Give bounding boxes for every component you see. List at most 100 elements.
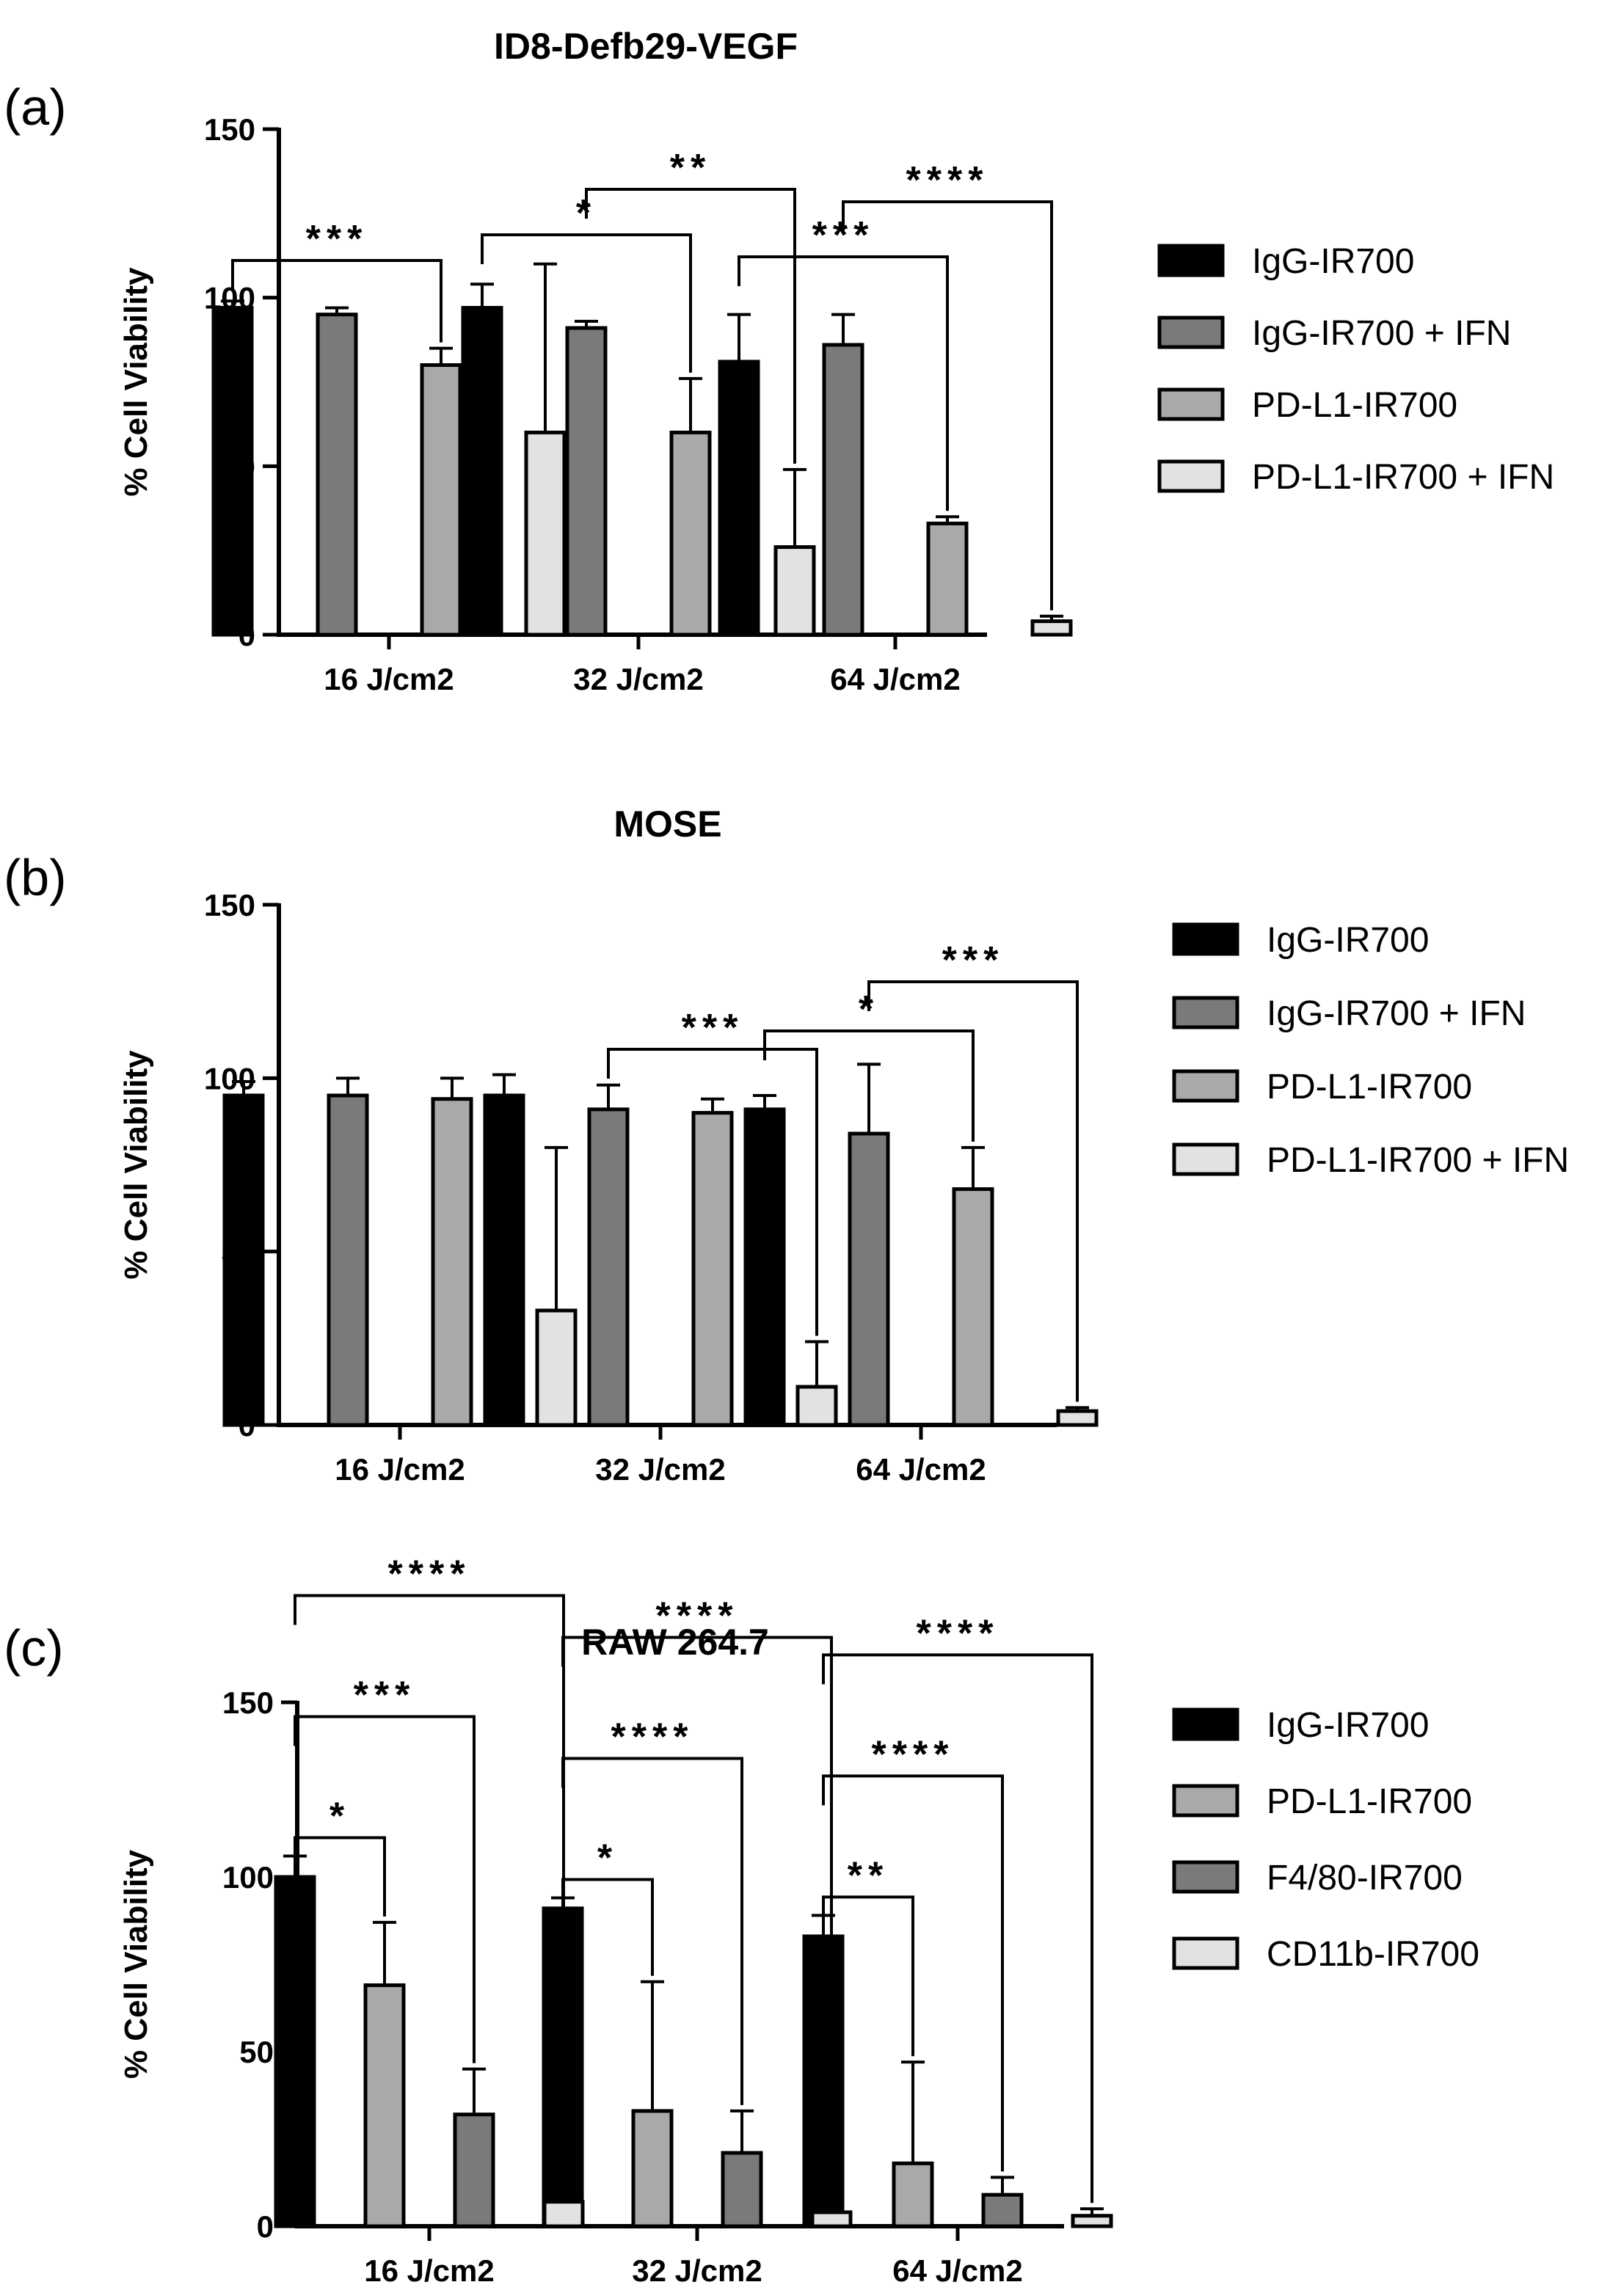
legend-label: PD-L1-IR700 + IFN [1252,458,1554,497]
significance-label: *** [682,1007,744,1049]
significance-label: * [597,1837,618,1880]
x-tick-label: 16 J/cm2 [335,1452,465,1487]
significance-bracket [561,1636,833,2195]
significance-label: *** [306,218,368,260]
bar [848,1131,890,1427]
significance-label: **** [906,159,989,202]
significance-label: **** [917,1612,999,1655]
y-tick-label: 50 [239,2035,274,2069]
bar [274,1875,316,2228]
y-tick-label: 150 [204,888,255,922]
significance-bracket [231,259,443,343]
y-axis-label: % Cell Viability [118,1050,154,1280]
bar [327,1093,369,1427]
bar [587,1107,630,1427]
bar [1071,2214,1113,2228]
bar [222,1093,265,1427]
bar [743,1107,786,1427]
bar [420,363,462,637]
y-axis-label: % Cell Viability [118,267,154,497]
significance-bracket [585,188,796,464]
legend-label: IgG-IR700 [1267,921,1429,960]
bar [631,2109,674,2228]
significance-bracket [561,1757,743,2105]
legend-swatch [1157,387,1225,421]
significance-label: *** [812,214,875,257]
significance-label: *** [354,1674,416,1716]
legend-swatch [1157,316,1225,349]
bar [810,2210,853,2228]
significance-bracket [294,1836,386,1917]
significance-label: **** [388,1553,471,1595]
significance-bracket [481,233,692,373]
legend-label: IgG-IR700 [1252,242,1414,281]
panel-label: (c) [4,1619,64,1677]
y-tick-label: 0 [257,2209,274,2244]
significance-bracket [294,1594,565,2191]
bar [431,1097,473,1427]
significance-label: * [329,1795,350,1837]
x-tick-label: 64 J/cm2 [830,662,960,696]
bar [795,1385,838,1427]
significance-label: **** [872,1733,955,1776]
significance-bracket [822,1895,914,2057]
x-tick-label: 16 J/cm2 [364,2253,494,2288]
bar [211,305,254,637]
legend-swatch [1172,922,1239,956]
x-tick-label: 16 J/cm2 [324,662,454,696]
bar [1030,619,1073,637]
legend-swatch [1172,1936,1239,1970]
bar [926,521,969,637]
significance-label: *** [942,939,1005,982]
y-tick-label: 100 [222,1860,274,1895]
significance-bracket [867,980,1079,1402]
legend-swatch [1172,1069,1239,1103]
bar [822,343,864,637]
legend-label: PD-L1-IR700 [1267,1782,1472,1821]
bar [565,326,608,637]
legend-label: PD-L1-IR700 + IFN [1267,1141,1569,1180]
x-tick-label: 32 J/cm2 [573,662,703,696]
bar [669,430,712,637]
significance-label: **** [611,1716,694,1759]
y-axis-label: % Cell Viability [118,1849,154,2079]
bar [981,2192,1024,2228]
chart-title: MOSE [613,803,721,845]
significance-label: ** [848,1854,889,1897]
legend-swatch [1172,1784,1239,1818]
significance-label: **** [656,1595,739,1638]
bar [718,360,760,637]
bar [524,430,567,637]
x-tick-label: 32 J/cm2 [632,2253,762,2288]
legend-label: IgG-IR700 + IFN [1267,994,1526,1033]
significance-label: ** [670,147,711,189]
bar [453,2112,495,2228]
legend-label: IgG-IR700 [1267,1706,1429,1745]
bar [1056,1409,1099,1427]
significance-bracket [294,1715,476,2063]
bar [316,313,358,637]
bar [773,545,816,637]
y-tick-label: 100 [204,1061,255,1096]
bar [721,2151,763,2228]
legend-label: PD-L1-IR700 [1267,1068,1472,1107]
significance-bracket [738,255,949,511]
bar [535,1308,578,1427]
legend-swatch [1157,244,1225,277]
legend-label: CD11b-IR700 [1267,1935,1479,1974]
legend-swatch [1172,1707,1239,1741]
significance-bracket [763,1029,975,1142]
bar [952,1187,994,1427]
bar [483,1093,525,1427]
chart-title: RAW 264.7 [581,1622,769,1663]
bar [691,1111,734,1427]
significance-bracket [822,1653,1093,2203]
bar [892,2161,934,2228]
x-tick-label: 32 J/cm2 [595,1452,725,1487]
bar [461,305,503,637]
y-tick-label: 150 [222,1685,274,1720]
significance-bracket [842,200,1053,610]
y-tick-label: 150 [204,112,255,147]
bar [802,1934,845,2228]
